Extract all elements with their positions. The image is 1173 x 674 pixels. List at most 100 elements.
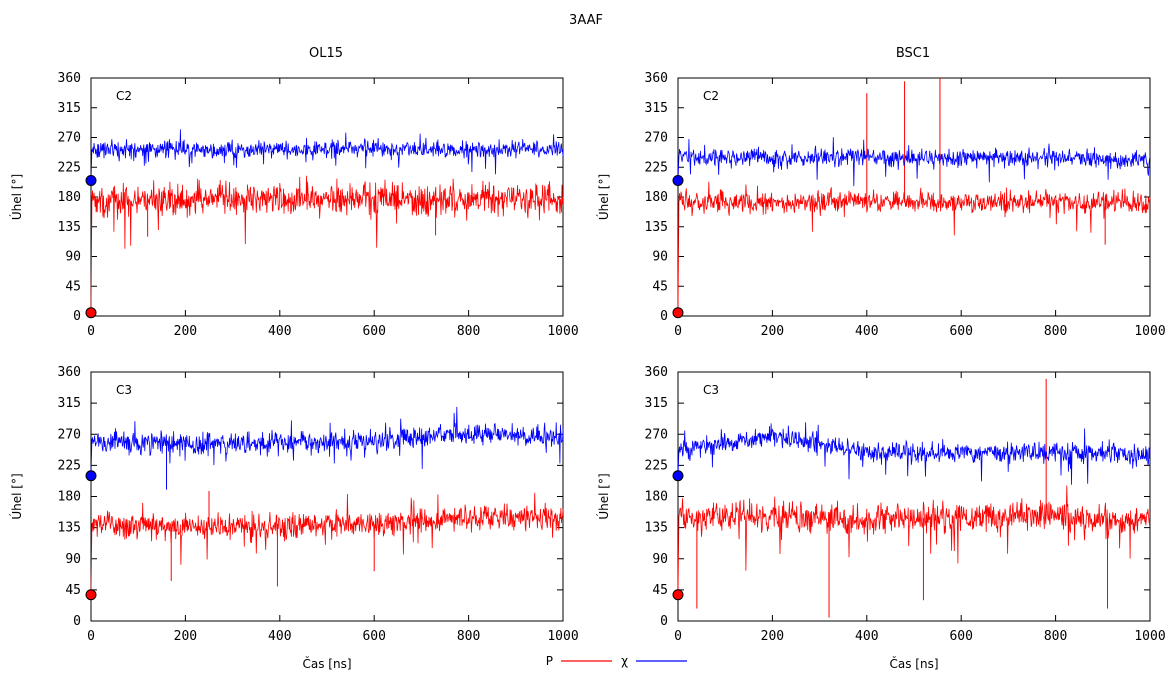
y-tick-label: 45 xyxy=(652,279,668,294)
y-tick-label: 360 xyxy=(645,71,668,86)
y-tick-label: 135 xyxy=(58,220,81,235)
x-axis-label: Čas [ns] xyxy=(889,656,938,671)
y-tick-label: 135 xyxy=(58,521,81,536)
y-tick-label: 225 xyxy=(58,458,81,473)
y-tick-label: 0 xyxy=(660,614,668,629)
panel-label: C3 xyxy=(116,383,132,397)
series-p-line xyxy=(90,492,564,595)
plot-frame xyxy=(677,371,1151,622)
y-tick-label: 270 xyxy=(645,427,668,442)
start-marker xyxy=(672,174,684,186)
x-tick-label: 400 xyxy=(268,324,291,339)
column-title-bsc1: BSC1 xyxy=(896,46,930,61)
x-tick-label: 200 xyxy=(761,324,784,339)
y-tick-label: 90 xyxy=(65,250,81,265)
y-tick-label: 45 xyxy=(652,583,668,598)
series-p-line xyxy=(90,175,564,313)
x-tick-label: 1000 xyxy=(547,629,578,644)
panel-label: C2 xyxy=(703,89,719,103)
y-tick-label: 315 xyxy=(58,396,81,411)
legend-label-p: P xyxy=(546,654,553,668)
x-tick-label: 1000 xyxy=(1134,629,1165,644)
panel-c2-bsc1: 0 45 90 135 180 225 270 315 360 0 200 400 600 800 1000… xyxy=(596,71,1166,339)
y-tick-label: 90 xyxy=(652,552,668,567)
start-marker xyxy=(85,589,97,601)
series-p-line xyxy=(677,181,1151,313)
panel-label: C3 xyxy=(703,383,719,397)
x-tick-label: 0 xyxy=(674,629,682,644)
y-tick-label: 90 xyxy=(652,250,668,265)
y-tick-label: 180 xyxy=(645,490,668,505)
y-tick-label: 225 xyxy=(645,160,668,175)
x-tick-label: 600 xyxy=(362,324,385,339)
x-tick-label: 0 xyxy=(87,629,95,644)
y-tick-label: 45 xyxy=(65,583,81,598)
y-tick-label: 0 xyxy=(660,309,668,324)
series-chi-line xyxy=(677,137,1151,187)
x-tick-label: 400 xyxy=(268,629,291,644)
x-axis-label: Čas [ns] xyxy=(302,656,351,671)
y-axis-label: Úhel [°] xyxy=(9,473,24,519)
y-tick-label: 270 xyxy=(58,131,81,146)
panels-group: 0 45 90 135 180 225 270 315 360 0 200 400 600 800 1000… xyxy=(9,71,1166,671)
y-tick-label: 270 xyxy=(645,131,668,146)
y-tick-label: 225 xyxy=(645,458,668,473)
x-tick-label: 800 xyxy=(1044,629,1067,644)
y-tick-label: 45 xyxy=(65,279,81,294)
y-tick-label: 270 xyxy=(58,427,81,442)
y-tick-label: 360 xyxy=(58,71,81,86)
panel-c3-bsc1: 0 45 90 135 180 225 270 315 360 0 200 400 600 800 1000… xyxy=(596,365,1166,671)
x-tick-label: 200 xyxy=(174,324,197,339)
start-marker xyxy=(85,174,97,186)
start-marker xyxy=(85,307,97,319)
legend-label-chi: χ xyxy=(621,654,628,668)
y-tick-label: 0 xyxy=(73,614,81,629)
x-tick-label: 600 xyxy=(362,629,385,644)
y-tick-label: 0 xyxy=(73,309,81,324)
y-axis-label: Úhel [°] xyxy=(596,174,611,220)
x-tick-label: 800 xyxy=(457,324,480,339)
y-tick-label: 315 xyxy=(58,101,81,116)
figure-title: 3AAF xyxy=(569,13,603,28)
y-tick-label: 180 xyxy=(645,190,668,205)
y-tick-label: 315 xyxy=(645,101,668,116)
y-tick-label: 90 xyxy=(65,552,81,567)
y-tick-label: 225 xyxy=(58,160,81,175)
y-tick-label: 360 xyxy=(645,365,668,380)
y-tick-label: 180 xyxy=(58,190,81,205)
series-chi-line xyxy=(677,422,1151,485)
start-marker xyxy=(85,470,97,482)
x-tick-label: 1000 xyxy=(547,324,578,339)
x-tick-label: 800 xyxy=(457,629,480,644)
x-tick-label: 200 xyxy=(761,629,784,644)
x-tick-label: 400 xyxy=(855,629,878,644)
y-axis-label: Úhel [°] xyxy=(9,174,24,220)
y-tick-label: 135 xyxy=(645,220,668,235)
x-tick-label: 400 xyxy=(855,324,878,339)
x-tick-label: 0 xyxy=(87,324,95,339)
series-chi-line xyxy=(90,406,564,476)
panel-c3-ol15: 0 45 90 135 180 225 270 315 360 0 200 400 600 800 1000… xyxy=(9,365,579,671)
x-tick-label: 600 xyxy=(949,629,972,644)
series-chi-line xyxy=(90,129,564,181)
x-tick-label: 800 xyxy=(1044,324,1067,339)
series-p-line xyxy=(677,485,1151,595)
y-tick-label: 135 xyxy=(645,521,668,536)
column-title-ol15: OL15 xyxy=(309,46,343,61)
y-tick-label: 315 xyxy=(645,396,668,411)
start-marker xyxy=(672,470,684,482)
x-tick-label: 200 xyxy=(174,629,197,644)
x-tick-label: 1000 xyxy=(1134,324,1165,339)
y-tick-label: 360 xyxy=(58,365,81,380)
y-tick-label: 180 xyxy=(58,490,81,505)
x-tick-label: 0 xyxy=(674,324,682,339)
y-axis-label: Úhel [°] xyxy=(596,473,611,519)
plot-frame xyxy=(90,371,564,622)
start-marker xyxy=(672,307,684,319)
x-tick-label: 600 xyxy=(949,324,972,339)
panel-c2-ol15: 0 45 90 135 180 225 270 315 360 0 200 400 600 800 1000… xyxy=(9,71,579,339)
panel-label: C2 xyxy=(116,89,132,103)
start-marker xyxy=(672,589,684,601)
